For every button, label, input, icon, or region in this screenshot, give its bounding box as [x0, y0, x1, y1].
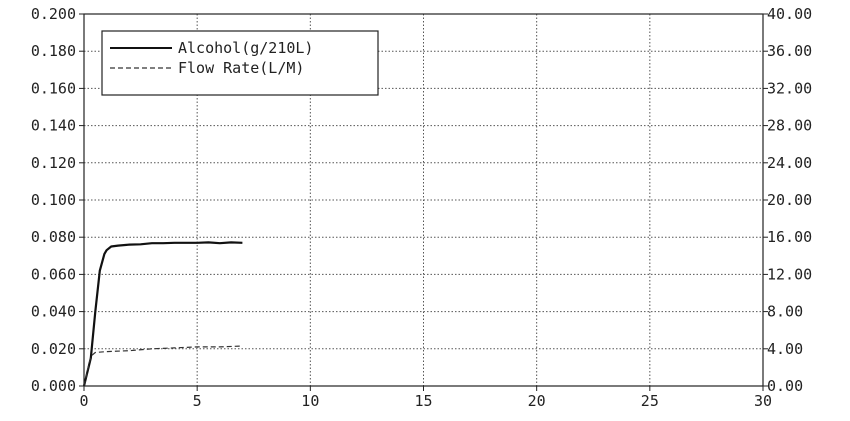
x-tick-label: 5 — [193, 392, 202, 410]
series-layer — [82, 241, 243, 387]
y-left-tick-label: 0.120 — [31, 154, 76, 172]
y-left-tick-label: 0.140 — [31, 117, 76, 135]
legend-box — [101, 30, 379, 96]
legend-label-alcohol: Alcohol(g/210L) — [178, 39, 313, 57]
legend-label-flow-rate: Flow Rate(L/M) — [178, 59, 304, 77]
y-right-tick-label: 12.00 — [767, 265, 812, 283]
y-left-tick-label: 0.160 — [31, 79, 76, 97]
y-left-tick-label: 0.100 — [31, 191, 76, 209]
axes: 0.0000.0200.0400.0600.0800.1000.1200.140… — [31, 5, 812, 410]
y-left-tick-label: 0.080 — [31, 228, 76, 246]
y-right-tick-label: 32.00 — [767, 79, 812, 97]
x-tick-label: 20 — [528, 392, 546, 410]
y-right-tick-label: 20.00 — [767, 191, 812, 209]
y-right-tick-label: 24.00 — [767, 154, 812, 172]
y-right-tick-label: 4.00 — [767, 340, 803, 358]
y-left-tick-label: 0.180 — [31, 42, 76, 60]
y-right-tick-label: 8.00 — [767, 303, 803, 321]
y-left-tick-label: 0.040 — [31, 303, 76, 321]
y-right-tick-label: 36.00 — [767, 42, 812, 60]
x-tick-label: 15 — [414, 392, 432, 410]
legend: Alcohol(g/210L) Flow Rate(L/M) — [101, 30, 379, 96]
y-left-tick-label: 0.000 — [31, 377, 76, 395]
x-tick-label: 0 — [79, 392, 88, 410]
x-tick-label: 10 — [301, 392, 319, 410]
y-right-tick-label: 0.00 — [767, 377, 803, 395]
x-tick-label: 30 — [754, 392, 772, 410]
series-line-flow-rate — [83, 345, 243, 387]
series-line-alcohol — [82, 241, 243, 387]
y-right-tick-label: 28.00 — [767, 117, 812, 135]
y-left-tick-label: 0.060 — [31, 265, 76, 283]
y-right-tick-label: 16.00 — [767, 228, 812, 246]
y-right-tick-label: 40.00 — [767, 5, 812, 23]
y-left-tick-label: 0.200 — [31, 5, 76, 23]
y-left-tick-label: 0.020 — [31, 340, 76, 358]
x-tick-label: 25 — [641, 392, 659, 410]
